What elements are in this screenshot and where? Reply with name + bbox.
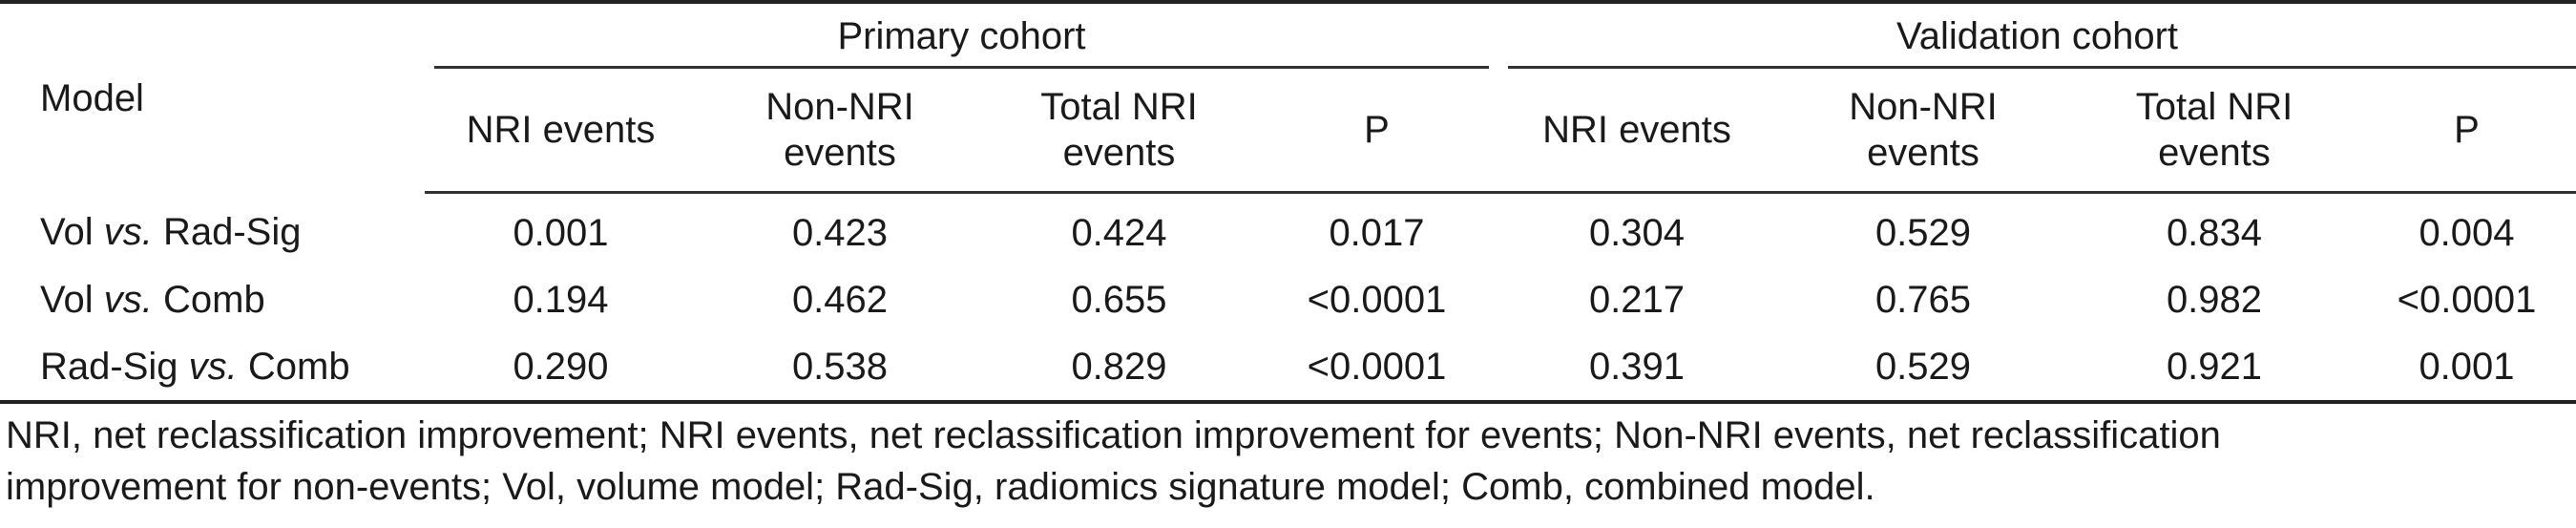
validation-total-nri-events-cell: 0.834 [2166, 212, 2263, 254]
vs-label: vs. [188, 346, 238, 388]
validation-nri-events-cell: 0.304 [1588, 212, 1686, 254]
primary-nri-events-header: NRI events [425, 69, 697, 194]
validation-cohort-rule [1508, 66, 2576, 69]
validation-p-header: P [2357, 69, 2576, 194]
model-column-header: Model [40, 76, 144, 119]
primary-non-nri-events-cell: 0.462 [791, 279, 889, 321]
footnote-line: NRI, net reclassification improvement; N… [6, 414, 2221, 456]
primary-p-cell: <0.0001 [1307, 279, 1447, 321]
primary-non-nri-events-cell: 0.423 [791, 212, 889, 254]
validation-nri-events-header: NRI events [1498, 69, 1775, 194]
primary-non-nri-events-cell: 0.538 [697, 333, 983, 404]
group-header-row: Model Primary cohort Validation cohort [0, 2, 2576, 119]
model-a: Vol [40, 279, 94, 321]
table-row: Vol vs. Comb 0.194 0.462 0.655 <0.0001 0… [0, 266, 2576, 333]
validation-cohort-label: Validation cohort [1896, 15, 2178, 57]
header-line: events [1062, 132, 1176, 174]
model-cell: Rad-Sig vs. Comb [0, 333, 425, 404]
primary-total-nri-events-cell: 0.655 [1071, 279, 1167, 321]
table-header: Model Primary cohort Validation cohort N… [0, 2, 2576, 194]
primary-non-nri-events-header: Non-NRI events [697, 69, 983, 194]
validation-p-cell: 0.004 [2419, 212, 2515, 254]
primary-nri-events-cell: 0.001 [513, 212, 609, 254]
nri-comparison-table: Model Primary cohort Validation cohort N… [0, 0, 2576, 404]
vs-label: vs. [103, 211, 153, 254]
column-header-row: NRI events Non-NRI events Total NRI events… [0, 69, 2576, 194]
validation-p-cell: <0.0001 [2397, 279, 2537, 321]
model-b: Comb [162, 279, 265, 321]
model-a: Rad-Sig [40, 346, 178, 388]
model-b: Comb [247, 346, 350, 388]
model-b: Rad-Sig [162, 211, 302, 254]
primary-total-nri-events-cell: 0.424 [1071, 212, 1167, 254]
table-row: Vol vs. Rad-Sig 0.001 0.423 0.424 0.017 … [0, 193, 2576, 267]
validation-non-nri-events-cell: 0.529 [1874, 212, 1972, 254]
primary-cohort-rule [434, 66, 1489, 69]
header-line: Non-NRI [1849, 86, 1998, 128]
validation-non-nri-events-header: Non-NRI events [1775, 69, 2071, 194]
validation-total-nri-events-header: Total NRI events [2071, 69, 2357, 194]
table-row: Rad-Sig vs. Comb 0.290 0.538 0.829 <0.00… [0, 333, 2576, 404]
table-body: Vol vs. Rad-Sig 0.001 0.423 0.424 0.017 … [0, 193, 2576, 404]
validation-non-nri-events-cell: 0.529 [1775, 333, 2071, 404]
primary-p-cell: 0.017 [1329, 212, 1425, 254]
validation-p-cell: 0.001 [2357, 333, 2576, 404]
model-cell: Vol vs. Rad-Sig [0, 193, 425, 267]
table-footnote: NRI, net reclassification improvement; N… [6, 410, 2573, 513]
primary-cohort-label: Primary cohort [837, 15, 1086, 57]
primary-p-header: P [1255, 69, 1498, 194]
header-line: Non-NRI [765, 86, 914, 128]
primary-p-cell: <0.0001 [1255, 333, 1498, 404]
model-a: Vol [40, 211, 94, 254]
validation-total-nri-events-cell: 0.982 [2166, 279, 2263, 321]
primary-nri-events-cell: 0.290 [425, 333, 697, 404]
header-line: events [2158, 132, 2271, 174]
model-cell: Vol vs. Comb [0, 266, 425, 333]
validation-total-nri-events-cell: 0.921 [2071, 333, 2357, 404]
validation-non-nri-events-cell: 0.765 [1874, 279, 1972, 321]
header-line: events [784, 132, 896, 174]
primary-total-nri-events-cell: 0.829 [983, 333, 1255, 404]
primary-total-nri-events-header: Total NRI events [983, 69, 1255, 194]
primary-nri-events-cell: 0.194 [513, 279, 609, 321]
validation-nri-events-cell: 0.217 [1588, 279, 1686, 321]
validation-nri-events-cell: 0.391 [1498, 333, 1775, 404]
header-line: events [1867, 132, 1979, 174]
nri-comparison-table-container: Model Primary cohort Validation cohort N… [0, 0, 2576, 404]
footnote-line: improvement for non-events; Vol, volume … [6, 466, 1875, 508]
validation-cohort-header: Validation cohort [1498, 2, 2576, 69]
header-line: Total NRI [2135, 86, 2293, 128]
vs-label: vs. [103, 279, 153, 321]
header-line: Total NRI [1040, 86, 1198, 128]
primary-cohort-header: Primary cohort [425, 2, 1498, 69]
